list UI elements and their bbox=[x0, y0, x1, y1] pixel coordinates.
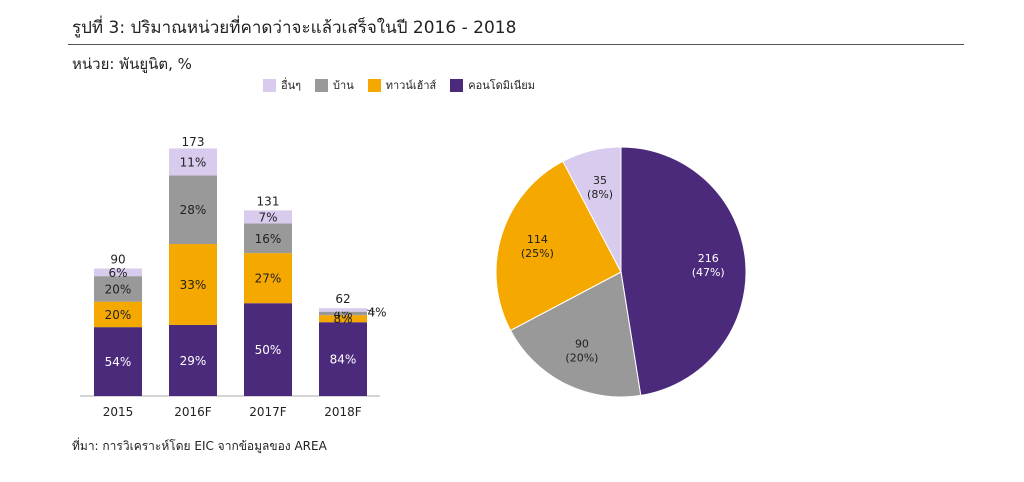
legend-label: ทาวน์เฮ้าส์ bbox=[385, 79, 437, 92]
segment-label: 84% bbox=[330, 353, 357, 367]
segment-label: 33% bbox=[180, 278, 207, 292]
legend-item: บ้าน bbox=[315, 76, 354, 94]
x-tick-label: 2015 bbox=[103, 405, 134, 419]
segment-label: 50% bbox=[255, 343, 282, 357]
title-divider bbox=[68, 44, 964, 45]
bar-segment bbox=[169, 324, 217, 396]
segment-label: 4% bbox=[367, 305, 386, 319]
bar-segment bbox=[94, 276, 142, 302]
legend-item: ทาวน์เฮ้าส์ bbox=[367, 76, 437, 94]
legend-label: บ้าน bbox=[333, 79, 354, 92]
chart-legend: อื่นๆ บ้าน ทาวน์เฮ้าส์ คอนโดมิเนียม bbox=[263, 76, 535, 94]
legend-swatch bbox=[450, 78, 464, 92]
unit-label: หน่วย: พันยูนิต, % bbox=[72, 55, 192, 73]
bar-segment bbox=[169, 148, 217, 176]
bar-segment bbox=[319, 322, 367, 396]
pie-value-label: 114 bbox=[527, 233, 548, 246]
segment-label: 20% bbox=[105, 308, 132, 322]
segment-label: 16% bbox=[255, 232, 282, 246]
bar-total-label: 90 bbox=[110, 253, 125, 267]
pie-value-label: 90 bbox=[575, 337, 589, 350]
source-note: ที่มา: การวิเคราะห์โดย EIC จากข้อมูลของ … bbox=[72, 439, 327, 453]
chart-title: รูปที่ 3: ปริมาณหน่วยที่คาดว่าจะแล้วเสร็… bbox=[72, 18, 517, 38]
pie-slice bbox=[620, 146, 747, 397]
pie-slice bbox=[495, 160, 622, 332]
pie-value-label: 216 bbox=[698, 252, 719, 265]
bar-total-label: 131 bbox=[257, 194, 280, 208]
pie-value-label: 35 bbox=[593, 174, 607, 187]
bar-segment bbox=[169, 175, 217, 245]
segment-label: 8% bbox=[333, 312, 352, 326]
bar-segment bbox=[94, 327, 142, 396]
x-tick-label: 2017F bbox=[249, 405, 287, 419]
pie-slice bbox=[562, 146, 622, 273]
legend-item: คอนโดมิเนียม bbox=[450, 76, 535, 94]
pie-slice bbox=[509, 271, 642, 398]
segment-label: 29% bbox=[180, 354, 207, 368]
bar-segment bbox=[244, 210, 292, 224]
bar-total-label: 62 bbox=[335, 292, 350, 306]
segment-label: 11% bbox=[180, 155, 207, 169]
bar-segment bbox=[319, 308, 367, 312]
bar-segment bbox=[244, 303, 292, 396]
segment-label: 27% bbox=[255, 272, 282, 286]
legend-label: คอนโดมิเนียม bbox=[468, 79, 535, 92]
segment-label: 54% bbox=[105, 355, 132, 369]
pie-percent-label: (20%) bbox=[565, 351, 598, 364]
legend-item: อื่นๆ bbox=[263, 76, 301, 94]
x-tick-label: 2016F bbox=[174, 405, 212, 419]
legend-swatch bbox=[315, 78, 329, 92]
label-leader-line bbox=[366, 309, 376, 313]
pie-percent-label: (8%) bbox=[587, 188, 613, 201]
segment-label: 7% bbox=[258, 210, 277, 224]
segment-label: 6% bbox=[108, 266, 127, 280]
x-tick-label: 2018F bbox=[324, 405, 362, 419]
legend-swatch bbox=[263, 78, 276, 92]
segment-label: 20% bbox=[105, 282, 132, 296]
bar-total-label: 173 bbox=[182, 135, 205, 149]
bar-segment bbox=[319, 315, 367, 323]
bar-segment bbox=[244, 223, 292, 254]
pie-percent-label: (47%) bbox=[692, 266, 725, 279]
bar-segment bbox=[94, 268, 142, 277]
bar-segment bbox=[244, 253, 292, 304]
legend-label: อื่นๆ bbox=[281, 79, 302, 92]
bar-segment bbox=[319, 311, 367, 316]
bar-segment bbox=[94, 301, 142, 328]
pie-percent-label: (25%) bbox=[521, 247, 554, 260]
segment-label: 28% bbox=[180, 203, 207, 217]
bar-segment bbox=[169, 244, 217, 325]
legend-swatch bbox=[367, 78, 381, 92]
